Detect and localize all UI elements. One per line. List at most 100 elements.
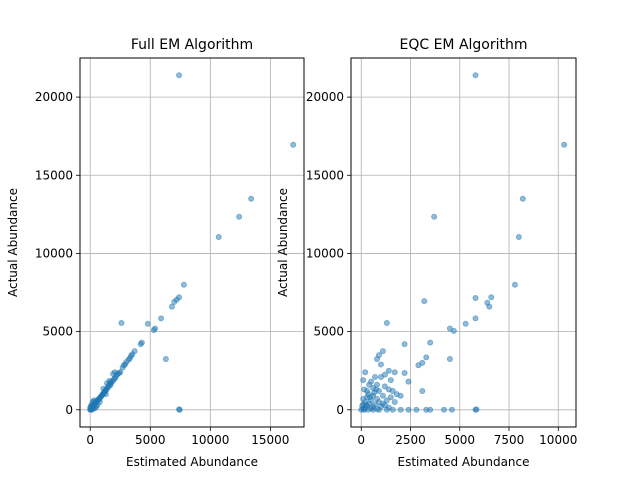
scatter-point xyxy=(391,398,398,405)
scatter-point xyxy=(373,386,380,393)
scatter-point xyxy=(405,406,412,413)
scatter-point xyxy=(106,377,113,384)
scatter-point xyxy=(144,320,151,327)
scatter-point xyxy=(401,341,408,348)
scatter-point xyxy=(473,406,480,413)
scatter-point xyxy=(462,320,469,327)
grid-lines xyxy=(351,58,576,427)
scatter-point xyxy=(110,370,117,377)
scatter-point xyxy=(180,281,187,288)
y-ticks: 0 5000 10000 15000 20000 xyxy=(306,90,351,417)
scatter-point xyxy=(415,362,422,369)
scatter-point xyxy=(168,303,175,310)
scatter-point xyxy=(397,406,404,413)
scatter-point xyxy=(427,339,434,346)
x-tick-label: 10000 xyxy=(191,433,229,447)
x-tick-label: 5000 xyxy=(444,433,475,447)
scatter-point xyxy=(421,298,428,305)
scatter-point xyxy=(488,294,495,301)
y-tick-label: 0 xyxy=(65,403,73,417)
y-tick-label: 15000 xyxy=(306,168,344,182)
y-tick-label: 20000 xyxy=(35,90,73,104)
scatter-point xyxy=(360,406,367,413)
x-tick-label: 2500 xyxy=(395,433,426,447)
scatter-point xyxy=(362,369,369,376)
scatter-point xyxy=(383,406,390,413)
y-tick-label: 15000 xyxy=(35,168,73,182)
scatter-point xyxy=(405,378,412,385)
scatter-point xyxy=(87,404,94,411)
scatter-point xyxy=(118,320,125,327)
scatter-point xyxy=(158,315,165,322)
scatter-point xyxy=(446,355,453,362)
scatter-point xyxy=(102,391,109,398)
x-axis-label: Estimated Abundance xyxy=(397,455,529,469)
scatter-point xyxy=(171,298,178,305)
scatter-point xyxy=(162,355,169,362)
scatter-point xyxy=(385,367,392,374)
scatter-point xyxy=(413,406,420,413)
panel-eqc-em: 0 2500 5000 7500 10000 05000100001500020000 … xyxy=(276,37,577,469)
scatter-point xyxy=(515,234,522,241)
scatter-point xyxy=(370,406,377,413)
x-axis-label: Estimated Abundance xyxy=(126,455,258,469)
y-tick-label: 5000 xyxy=(42,325,73,339)
scatter-point xyxy=(419,388,426,395)
y-tick-label: 5000 xyxy=(313,325,344,339)
scatter-point xyxy=(91,398,98,405)
y-ticks: 0 5000 10000 15000 20000 xyxy=(35,90,80,417)
scatter-point xyxy=(423,354,430,361)
scatter-point xyxy=(96,398,103,405)
scatter-point xyxy=(448,406,455,413)
y-axis-label: Actual Abundance xyxy=(6,188,20,297)
axes-frame xyxy=(79,57,305,428)
y-tick-label: 0 xyxy=(336,403,344,417)
scatter-point xyxy=(375,406,382,413)
scatter-point xyxy=(176,72,183,79)
scatter-point xyxy=(387,394,394,401)
x-tick-label: 5000 xyxy=(135,433,166,447)
chart-title: EQC EM Algorithm xyxy=(399,37,527,53)
x-tick-label: 7500 xyxy=(494,433,525,447)
scatter-point xyxy=(401,370,408,377)
scatter-point xyxy=(379,400,386,407)
scatter-point xyxy=(379,348,386,355)
chart-title: Full EM Algorithm xyxy=(131,37,253,53)
scatter-point xyxy=(486,303,493,310)
scatter-point xyxy=(176,406,183,413)
x-ticks: 0 2500 5000 7500 10000 xyxy=(357,427,577,447)
scatter-point xyxy=(440,406,447,413)
x-tick-label: 0 xyxy=(357,433,365,447)
scatter-point xyxy=(100,385,107,392)
scatter-point xyxy=(366,381,373,388)
y-tick-label: 10000 xyxy=(306,246,344,260)
scatter-point xyxy=(377,373,384,380)
scatter-point xyxy=(431,213,438,220)
scatter-point xyxy=(150,327,157,334)
scatter-point xyxy=(389,406,396,413)
scatter-point xyxy=(427,406,434,413)
scatter-point xyxy=(472,295,479,302)
panel-full-em: 0 5000 10000 15000 0 5000 10000 15000 20000 Ful… xyxy=(6,37,305,469)
scatter-point xyxy=(137,341,144,348)
scatter-point xyxy=(119,364,126,371)
axes-frame xyxy=(350,57,577,428)
scatter-point xyxy=(561,141,568,148)
scatter-point xyxy=(290,141,297,148)
y-tick-label: 10000 xyxy=(35,246,73,260)
scatter-point xyxy=(472,315,479,322)
scatter-points xyxy=(358,72,568,413)
scatter-point xyxy=(374,355,381,362)
scatter-point xyxy=(389,388,396,395)
scatter-point xyxy=(360,377,367,384)
x-ticks: 0 5000 10000 15000 xyxy=(86,427,289,447)
scatter-point xyxy=(248,195,255,202)
y-axis-label: Actual Abundance xyxy=(276,188,290,297)
grid-lines xyxy=(80,58,304,427)
scatter-point xyxy=(236,213,243,220)
x-tick-label: 15000 xyxy=(251,433,289,447)
scatter-point xyxy=(381,383,388,390)
scatter-point xyxy=(377,361,384,368)
scatter-point xyxy=(450,327,457,334)
